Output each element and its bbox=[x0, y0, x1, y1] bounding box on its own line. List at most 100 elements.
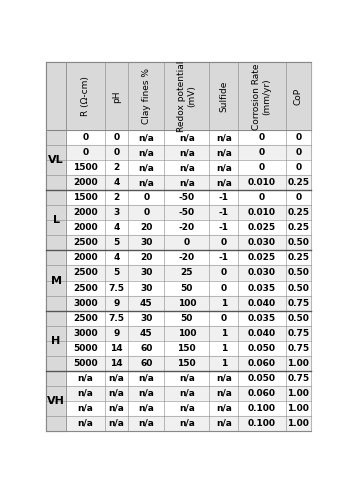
Text: Redox potential
(mV): Redox potential (mV) bbox=[177, 61, 197, 132]
Text: n/a: n/a bbox=[179, 133, 195, 142]
Text: n/a: n/a bbox=[179, 404, 195, 412]
Text: 25: 25 bbox=[181, 268, 193, 278]
Text: n/a: n/a bbox=[139, 419, 154, 427]
Text: 0.025: 0.025 bbox=[248, 224, 276, 232]
Text: CoP: CoP bbox=[294, 88, 303, 105]
Text: n/a: n/a bbox=[109, 419, 125, 427]
Text: 4: 4 bbox=[113, 179, 120, 187]
Text: 0.040: 0.040 bbox=[248, 299, 276, 307]
Bar bbox=[66, 221, 310, 236]
Text: 0: 0 bbox=[82, 148, 89, 158]
Text: 0.25: 0.25 bbox=[287, 253, 309, 263]
Bar bbox=[66, 145, 310, 161]
Bar bbox=[66, 236, 310, 250]
Text: 0.010: 0.010 bbox=[248, 208, 276, 218]
Text: 2500: 2500 bbox=[73, 284, 98, 292]
Text: -1: -1 bbox=[219, 193, 229, 203]
Text: 150: 150 bbox=[177, 344, 196, 352]
Bar bbox=[66, 130, 310, 145]
Text: 14: 14 bbox=[110, 359, 123, 367]
Text: 0.030: 0.030 bbox=[248, 268, 276, 278]
Text: 0: 0 bbox=[143, 193, 149, 203]
Text: 0.050: 0.050 bbox=[248, 373, 276, 383]
Text: n/a: n/a bbox=[109, 388, 125, 398]
Text: 0.75: 0.75 bbox=[287, 328, 309, 338]
Text: R (Ω-cm): R (Ω-cm) bbox=[81, 77, 90, 116]
Text: 2000: 2000 bbox=[73, 179, 98, 187]
Text: 4: 4 bbox=[113, 224, 120, 232]
Text: 0: 0 bbox=[221, 239, 227, 247]
Text: 0.050: 0.050 bbox=[248, 344, 276, 352]
Text: n/a: n/a bbox=[179, 388, 195, 398]
Text: 45: 45 bbox=[140, 328, 153, 338]
Text: n/a: n/a bbox=[216, 419, 232, 427]
Text: 0: 0 bbox=[295, 193, 301, 203]
Text: 7.5: 7.5 bbox=[109, 313, 125, 323]
Text: 1500: 1500 bbox=[73, 163, 98, 172]
Text: 1500: 1500 bbox=[73, 193, 98, 203]
Text: 2500: 2500 bbox=[73, 268, 98, 278]
Bar bbox=[66, 190, 310, 205]
Text: 7.5: 7.5 bbox=[109, 284, 125, 292]
Text: 0: 0 bbox=[113, 133, 120, 142]
Text: 0: 0 bbox=[221, 268, 227, 278]
Text: 2500: 2500 bbox=[73, 313, 98, 323]
Text: 150: 150 bbox=[177, 359, 196, 367]
Text: 5: 5 bbox=[113, 268, 120, 278]
Text: 3: 3 bbox=[113, 208, 120, 218]
Text: n/a: n/a bbox=[139, 148, 154, 158]
Bar bbox=[66, 370, 310, 386]
Bar bbox=[66, 416, 310, 430]
Text: n/a: n/a bbox=[179, 179, 195, 187]
Text: 3000: 3000 bbox=[73, 328, 98, 338]
Text: 1.00: 1.00 bbox=[287, 359, 309, 367]
Text: n/a: n/a bbox=[216, 373, 232, 383]
Text: n/a: n/a bbox=[78, 373, 94, 383]
Bar bbox=[66, 205, 310, 221]
Text: 1.00: 1.00 bbox=[287, 419, 309, 427]
Text: n/a: n/a bbox=[78, 388, 94, 398]
Text: 0: 0 bbox=[82, 133, 89, 142]
Text: n/a: n/a bbox=[216, 404, 232, 412]
Text: 2000: 2000 bbox=[73, 224, 98, 232]
Text: 2: 2 bbox=[113, 193, 120, 203]
Text: n/a: n/a bbox=[139, 404, 154, 412]
Text: 0: 0 bbox=[259, 193, 265, 203]
Text: 0.060: 0.060 bbox=[248, 388, 276, 398]
Text: VL: VL bbox=[48, 156, 64, 165]
Text: 5000: 5000 bbox=[73, 359, 98, 367]
Text: n/a: n/a bbox=[139, 373, 154, 383]
Text: n/a: n/a bbox=[179, 148, 195, 158]
Bar bbox=[66, 356, 310, 370]
Bar bbox=[66, 161, 310, 176]
Text: 45: 45 bbox=[140, 299, 153, 307]
Text: 0: 0 bbox=[184, 239, 190, 247]
Text: Sulfide: Sulfide bbox=[219, 81, 228, 112]
Text: VH: VH bbox=[47, 396, 65, 406]
Bar bbox=[66, 325, 310, 341]
Text: n/a: n/a bbox=[216, 388, 232, 398]
Text: 60: 60 bbox=[140, 359, 152, 367]
Text: 0.50: 0.50 bbox=[287, 284, 309, 292]
Text: 0.035: 0.035 bbox=[248, 313, 276, 323]
Text: 0.75: 0.75 bbox=[287, 344, 309, 352]
Text: 9: 9 bbox=[113, 328, 120, 338]
Text: n/a: n/a bbox=[109, 404, 125, 412]
Text: 100: 100 bbox=[177, 328, 196, 338]
Text: 0.060: 0.060 bbox=[248, 359, 276, 367]
Text: -20: -20 bbox=[179, 253, 195, 263]
Text: Clay fines %: Clay fines % bbox=[142, 68, 151, 124]
Text: 0.025: 0.025 bbox=[248, 253, 276, 263]
Text: n/a: n/a bbox=[216, 133, 232, 142]
Text: 0.75: 0.75 bbox=[287, 373, 309, 383]
Text: 1.00: 1.00 bbox=[287, 388, 309, 398]
Bar bbox=[46, 130, 66, 430]
Text: 0.040: 0.040 bbox=[248, 328, 276, 338]
Text: 30: 30 bbox=[140, 268, 152, 278]
Text: 60: 60 bbox=[140, 344, 152, 352]
Text: 0: 0 bbox=[259, 163, 265, 172]
Text: n/a: n/a bbox=[109, 373, 125, 383]
Text: 0: 0 bbox=[295, 148, 301, 158]
Text: 2500: 2500 bbox=[73, 239, 98, 247]
Text: 100: 100 bbox=[177, 299, 196, 307]
